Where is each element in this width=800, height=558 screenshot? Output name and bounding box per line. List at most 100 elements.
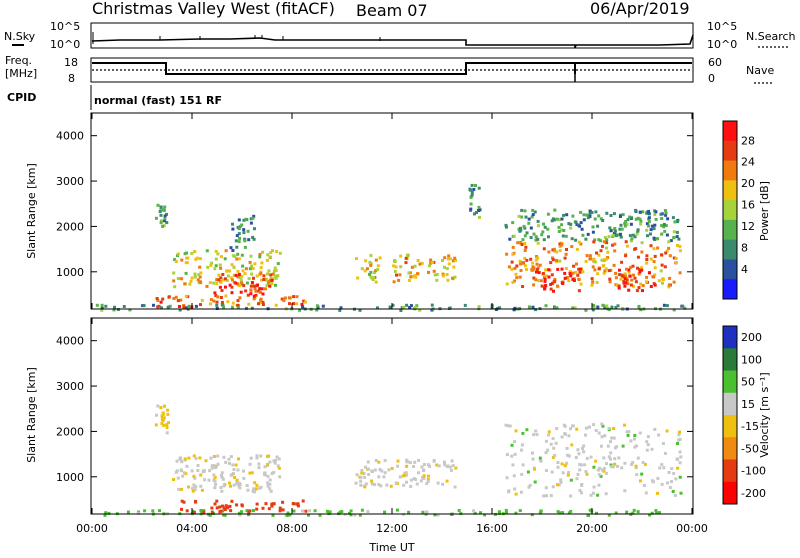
data-cell [240,503,244,507]
data-cell [266,474,270,478]
data-cell [557,483,561,487]
data-cell [179,298,183,302]
data-cell [321,304,325,308]
data-cell [624,274,627,278]
data-cell [606,444,610,448]
data-cell [368,272,371,276]
data-cell [667,471,671,474]
data-cell [271,272,275,276]
data-cell [623,272,627,276]
data-cell [599,249,603,253]
data-cell [523,264,527,268]
data-cell [543,279,547,283]
data-cell [526,470,530,474]
data-cell [608,277,612,281]
data-cell [180,487,183,491]
data-cell [252,276,255,280]
data-cell [529,226,533,230]
data-cell [426,478,430,481]
noise-right-tick-top: 10^5 [707,20,737,33]
data-cell [420,261,424,265]
data-cell [252,487,255,491]
data-cell [162,416,166,420]
data-cell [547,433,551,437]
data-cell [418,262,422,266]
data-cell [194,257,198,261]
data-cell [634,217,638,221]
x-tick-label: 04:00 [176,522,208,535]
data-cell [165,221,169,225]
data-cell [619,235,623,239]
data-cell [582,213,586,217]
data-cell [566,453,570,457]
data-cell [601,303,605,307]
data-cell [196,278,200,282]
data-cell [663,229,667,233]
data-cell [155,297,159,300]
data-cell [425,482,429,486]
data-cell [122,305,126,308]
data-cell [175,469,179,473]
data-cell [652,236,656,240]
data-cell [574,270,578,274]
x-tick-label: 20:00 [576,522,608,535]
data-cell [435,278,439,282]
data-cell [504,423,508,427]
data-cell [234,239,238,243]
data-cell [221,477,225,481]
data-cell [158,210,162,213]
data-cell [392,264,396,268]
data-region [229,214,256,252]
data-cell [226,300,230,304]
data-cell [578,224,582,228]
data-cell [672,308,676,312]
data-cell [470,183,474,187]
data-cell [404,471,408,475]
data-cell [603,306,607,310]
data-cell [525,258,529,262]
data-cell [662,225,666,229]
data-cell [596,493,600,497]
data-cell [236,299,240,303]
data-cell [432,459,436,463]
colorbar-tick-label: 20 [741,177,755,190]
data-cell [369,263,373,267]
data-cell [664,224,668,228]
data-cell [636,266,639,270]
date-label: 06/Apr/2019 [590,0,690,18]
data-cell [262,274,266,278]
data-cell [647,211,651,215]
data-cell [228,461,231,465]
data-cell [222,455,226,459]
data-cell [678,430,681,434]
colorbar-frame [722,120,738,300]
nave-right-tick-bottom: 0 [708,72,715,85]
data-cell [599,474,603,478]
data-cell [209,302,212,306]
data-cell [237,218,241,222]
data-cell [405,254,409,258]
data-cell [275,455,279,459]
data-cell [155,413,159,417]
data-cell [221,504,224,508]
data-cell [542,494,546,498]
data-cell [251,266,255,270]
data-cell [579,242,583,246]
data-cell [176,277,180,280]
data-cell [589,257,593,261]
data-cell [535,268,539,271]
data-cell [243,245,247,249]
power-y-ticks: 1000 2000 3000 4000 [56,130,693,279]
nave-label: Nave [746,64,774,77]
data-cell [591,230,595,234]
data-region [154,404,170,435]
data-cell [668,276,672,280]
data-cell [660,232,664,236]
data-cell [236,275,240,279]
data-cell [627,268,631,272]
data-cell [648,271,651,275]
data-cell [218,510,222,514]
data-cell [163,217,167,221]
data-cell [185,256,189,260]
data-cell [479,511,482,515]
